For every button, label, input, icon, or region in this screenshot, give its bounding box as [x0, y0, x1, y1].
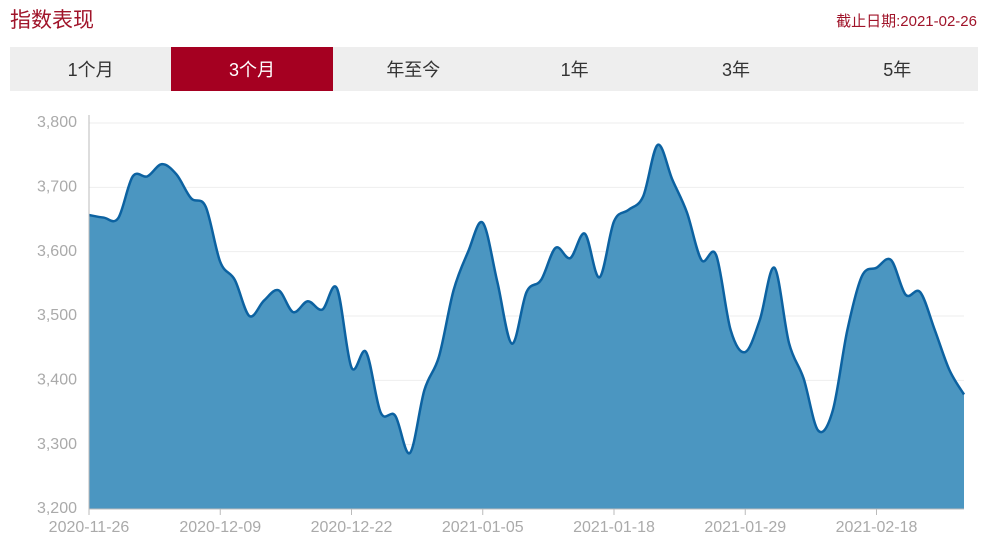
x-tick-label: 2021-01-18: [573, 519, 655, 536]
line: [88, 143, 966, 455]
y-tick-label: 3,200: [37, 500, 77, 517]
y-tick-label: 3,300: [37, 436, 77, 453]
y-tick-label: 3,500: [37, 307, 77, 324]
section-title: 指数表现: [10, 9, 94, 32]
x-tick-label: 2020-12-22: [311, 519, 393, 536]
area-fill: [89, 144, 964, 509]
period-tab[interactable]: 5年: [883, 60, 912, 80]
y-tick-label: 3,800: [37, 114, 77, 131]
period-tab[interactable]: 年至今: [386, 60, 441, 80]
x-tick-label: 2021-01-29: [704, 519, 786, 536]
y-tick-label: 3,600: [37, 243, 77, 260]
period-tabs: 1个月 3个月 年至今 1年 3年 5年: [10, 47, 978, 91]
period-tab[interactable]: 1年: [560, 60, 589, 80]
period-tab[interactable]: 3个月: [171, 47, 333, 91]
y-tick-label: 3,700: [37, 179, 77, 196]
period-tab[interactable]: 1个月: [67, 60, 114, 80]
x-tick-label: 2020-11-26: [49, 519, 130, 536]
as-of-date: 截止日期:2021-02-26: [836, 13, 977, 30]
y-tick-label: 3,400: [37, 372, 77, 389]
x-tick-label: 2020-12-09: [179, 519, 261, 536]
x-tick-label: 2021-02-18: [836, 519, 918, 536]
period-tab[interactable]: 3年: [721, 60, 750, 80]
x-tick-label: 2021-01-05: [442, 519, 524, 536]
